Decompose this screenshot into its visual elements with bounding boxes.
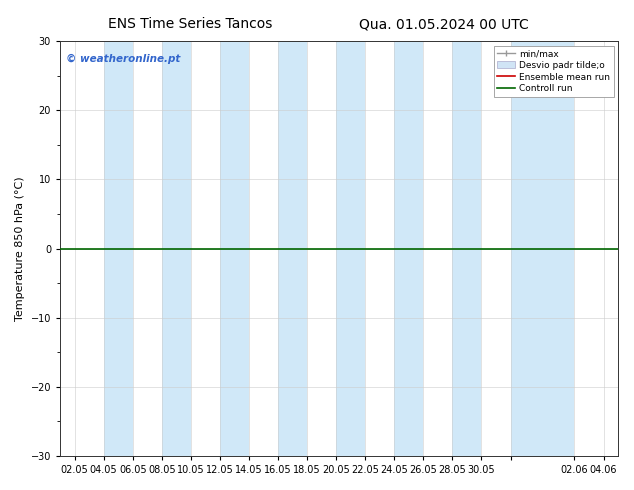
Bar xyxy=(162,41,191,456)
Bar xyxy=(510,41,574,456)
Text: © weatheronline.pt: © weatheronline.pt xyxy=(66,53,180,64)
Bar xyxy=(336,41,365,456)
Bar xyxy=(220,41,249,456)
Text: Qua. 01.05.2024 00 UTC: Qua. 01.05.2024 00 UTC xyxy=(359,17,529,31)
Bar xyxy=(104,41,133,456)
Bar xyxy=(394,41,424,456)
Bar xyxy=(278,41,307,456)
Bar xyxy=(453,41,481,456)
Y-axis label: Temperature 850 hPa (°C): Temperature 850 hPa (°C) xyxy=(15,176,25,321)
Legend: min/max, Desvio padr tilde;o, Ensemble mean run, Controll run: min/max, Desvio padr tilde;o, Ensemble m… xyxy=(494,46,614,97)
Text: ENS Time Series Tancos: ENS Time Series Tancos xyxy=(108,17,273,31)
